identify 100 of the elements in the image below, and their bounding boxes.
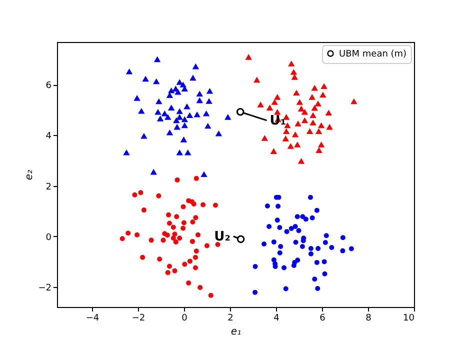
point [324,233,329,238]
point [311,84,318,91]
point [156,98,162,104]
point [318,122,325,128]
point [174,88,182,95]
point [166,264,172,269]
point [294,214,300,220]
point [140,132,148,139]
point [252,264,258,269]
point [308,251,314,256]
point [282,265,287,270]
point [174,214,180,220]
point [314,260,320,265]
point [315,128,322,134]
point [156,116,164,122]
point [292,224,298,230]
point [288,226,294,232]
point [202,110,210,116]
point [276,204,281,209]
point [326,124,333,130]
point [196,90,203,97]
point [168,104,175,110]
point [182,262,188,267]
point [190,219,196,224]
point [194,111,200,118]
x-tick-label: 8 [366,314,372,324]
point [166,92,174,98]
point [142,76,149,82]
point [301,108,308,115]
point [132,192,138,198]
point [194,176,199,181]
x-axis-title: e₁ [230,326,242,338]
point [316,246,321,252]
point [174,124,180,130]
point [181,220,186,226]
point [176,79,183,85]
point [206,98,212,104]
point [262,241,267,246]
point [172,268,178,274]
point [277,225,282,230]
x-tick-label: 2 [228,314,234,324]
point [173,239,178,244]
point [196,232,201,238]
x-tick-label: 10 [403,314,415,324]
point [320,83,328,89]
point [173,117,180,124]
point [212,202,218,208]
point [316,147,322,153]
point [157,256,162,262]
point [329,245,334,250]
point [181,122,188,128]
point [303,216,308,222]
point [156,193,162,198]
point [278,244,284,250]
point [315,286,320,292]
point [284,229,290,234]
point [215,130,222,136]
point [190,238,195,244]
point [123,149,130,156]
point [308,194,313,200]
point [126,230,131,236]
point [274,218,280,223]
point [176,149,183,156]
point [298,106,305,112]
point [187,258,192,264]
x-tick-label: 4 [274,314,280,324]
point [174,177,180,182]
point [180,226,186,231]
point [126,68,133,74]
point [266,224,272,230]
point [176,108,183,114]
legend-label: UBM mean (m) [339,50,407,60]
point [138,190,144,196]
point [314,208,320,213]
point [318,142,325,148]
point [270,148,278,154]
point [257,102,264,108]
point [200,171,208,178]
point [340,235,346,240]
point [154,56,161,62]
point [310,215,315,220]
point [165,270,170,276]
point [160,238,166,243]
point [134,232,140,238]
point [170,224,176,230]
point [296,228,302,234]
point [293,90,300,96]
point [198,285,203,290]
point [284,122,291,128]
point [348,246,354,252]
point [311,104,318,111]
point [306,128,314,134]
y-tick-label: 6 [46,81,52,92]
x-tick-label: 0 [182,314,188,324]
point [204,122,212,129]
point [166,129,174,136]
point [164,232,170,238]
point [208,292,214,298]
point [310,120,316,126]
point [272,264,278,269]
